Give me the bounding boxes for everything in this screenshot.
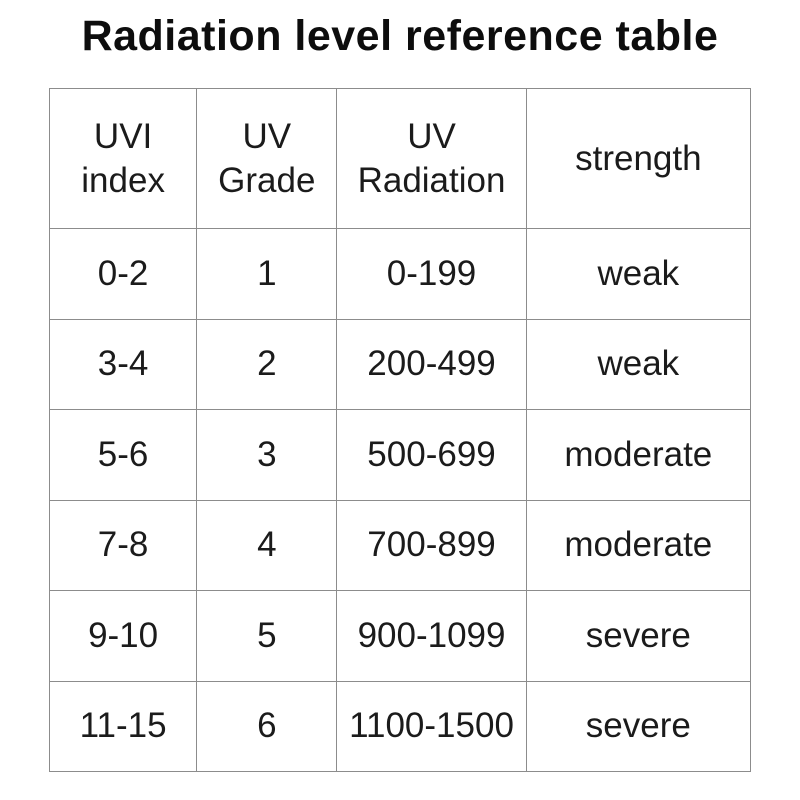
cell-strength: severe xyxy=(525,590,752,682)
cell-strength: moderate xyxy=(525,409,752,501)
cell-uvi-index: 11-15 xyxy=(48,680,198,772)
cell-uv-grade: 3 xyxy=(196,409,338,501)
cell-strength: severe xyxy=(525,680,752,772)
column-header-uv-grade: UV Grade xyxy=(196,88,338,229)
cell-uvi-index: 5-6 xyxy=(48,409,198,501)
table-row: 3-4 2 200-499 weak xyxy=(48,318,752,410)
column-header-uv-radiation: UV Radiation xyxy=(336,88,527,229)
cell-uvi-index: 7-8 xyxy=(48,499,198,591)
cell-uv-grade: 1 xyxy=(196,228,338,320)
table-row: 9-10 5 900-1099 severe xyxy=(48,590,752,682)
cell-strength: moderate xyxy=(525,499,752,591)
cell-uvi-index: 3-4 xyxy=(48,318,198,410)
table-body: 0-2 1 0-199 weak 3-4 2 200-499 weak 5-6 … xyxy=(48,228,752,772)
column-header-strength: strength xyxy=(525,88,752,229)
cell-uvi-index: 9-10 xyxy=(48,590,198,682)
cell-uv-radiation: 200-499 xyxy=(336,318,527,410)
page-title: Radiation level reference table xyxy=(81,12,719,60)
cell-uvi-index: 0-2 xyxy=(48,228,198,320)
cell-uv-grade: 5 xyxy=(196,590,338,682)
cell-uv-grade: 2 xyxy=(196,318,338,410)
table-row: 5-6 3 500-699 moderate xyxy=(48,409,752,501)
cell-uv-radiation: 700-899 xyxy=(336,499,527,591)
cell-uv-radiation: 500-699 xyxy=(336,409,527,501)
cell-strength: weak xyxy=(525,318,752,410)
table-row: 11-15 6 1100-1500 severe xyxy=(48,680,752,772)
column-header-uvi-index: UVI index xyxy=(48,88,198,229)
table-header: UVI index UV Grade UV Radiation strength xyxy=(48,88,752,229)
radiation-reference-table: UVI index UV Grade UV Radiation strength… xyxy=(48,88,752,772)
table-row: 7-8 4 700-899 moderate xyxy=(48,499,752,591)
header-row: UVI index UV Grade UV Radiation strength xyxy=(48,88,752,229)
cell-uv-radiation: 1100-1500 xyxy=(336,680,527,772)
cell-uv-radiation: 0-199 xyxy=(336,228,527,320)
cell-uv-radiation: 900-1099 xyxy=(336,590,527,682)
cell-uv-grade: 6 xyxy=(196,680,338,772)
cell-strength: weak xyxy=(525,228,752,320)
table-row: 0-2 1 0-199 weak xyxy=(48,228,752,320)
cell-uv-grade: 4 xyxy=(196,499,338,591)
